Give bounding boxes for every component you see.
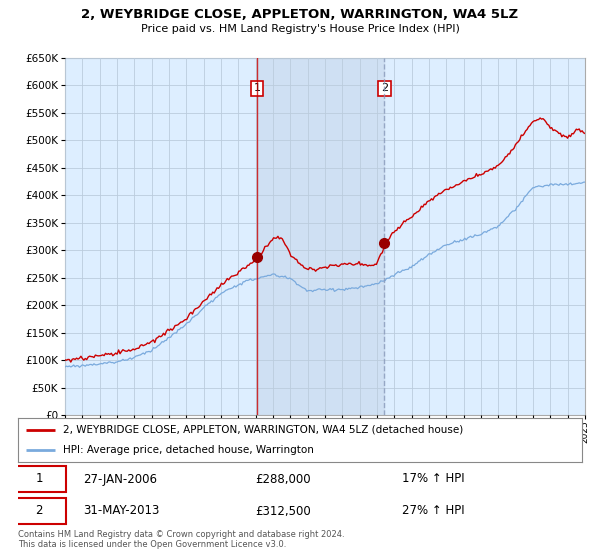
- Text: 31-MAY-2013: 31-MAY-2013: [83, 505, 159, 517]
- Text: 1: 1: [254, 83, 260, 94]
- Text: 27-JAN-2006: 27-JAN-2006: [83, 473, 157, 486]
- FancyBboxPatch shape: [13, 498, 66, 524]
- Text: 17% ↑ HPI: 17% ↑ HPI: [401, 473, 464, 486]
- Text: £288,000: £288,000: [255, 473, 311, 486]
- Text: 2: 2: [35, 505, 43, 517]
- Text: £312,500: £312,500: [255, 505, 311, 517]
- Text: 2: 2: [381, 83, 388, 94]
- Text: 2, WEYBRIDGE CLOSE, APPLETON, WARRINGTON, WA4 5LZ (detached house): 2, WEYBRIDGE CLOSE, APPLETON, WARRINGTON…: [63, 425, 463, 435]
- Text: Contains HM Land Registry data © Crown copyright and database right 2024.
This d: Contains HM Land Registry data © Crown c…: [18, 530, 344, 549]
- Text: Price paid vs. HM Land Registry's House Price Index (HPI): Price paid vs. HM Land Registry's House …: [140, 24, 460, 34]
- Text: 27% ↑ HPI: 27% ↑ HPI: [401, 505, 464, 517]
- Text: 1: 1: [35, 473, 43, 486]
- Text: 2, WEYBRIDGE CLOSE, APPLETON, WARRINGTON, WA4 5LZ: 2, WEYBRIDGE CLOSE, APPLETON, WARRINGTON…: [82, 8, 518, 21]
- Text: HPI: Average price, detached house, Warrington: HPI: Average price, detached house, Warr…: [63, 445, 314, 455]
- FancyBboxPatch shape: [13, 466, 66, 492]
- Bar: [257, 58, 384, 415]
